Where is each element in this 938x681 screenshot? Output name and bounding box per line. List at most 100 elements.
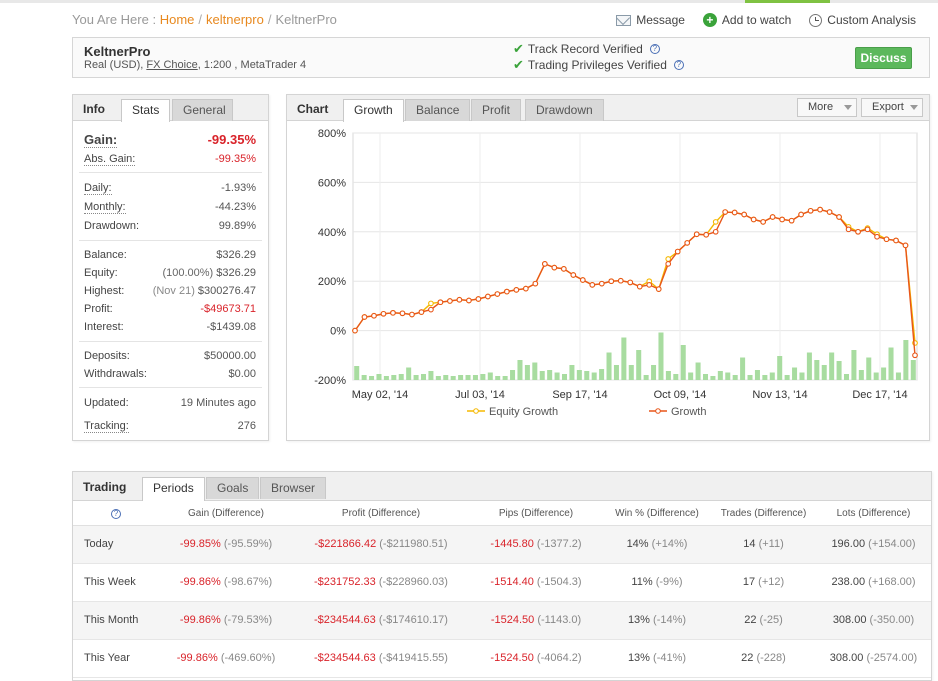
growth-point (617, 277, 624, 284)
growth-point (475, 296, 482, 302)
tab-goals[interactable]: Goals (206, 477, 260, 499)
volume-bar (725, 372, 731, 380)
lots-diff: (-2574.00) (866, 652, 918, 664)
help-header: ? (73, 502, 159, 526)
volume-bar (628, 365, 634, 380)
growth-point (912, 352, 918, 359)
breadcrumb-prefix: You Are Here : (72, 12, 157, 27)
volume-bar (435, 376, 441, 380)
volume-bar (406, 367, 412, 380)
trades-diff: (+11) (758, 538, 784, 550)
trades-value: 22 (744, 614, 757, 626)
volume-bar (665, 371, 671, 380)
trades-cell: 22 (-25) (711, 601, 816, 640)
pips-cell: -1524.50 (-1143.0) (469, 601, 603, 640)
tab-general[interactable]: General (172, 99, 233, 121)
growth-point (646, 282, 653, 288)
discuss-button[interactable]: Discuss (855, 47, 912, 69)
tab-drawdown[interactable]: Drawdown (525, 99, 604, 121)
profit-cell: -$221866.42 (-$211980.51) (293, 525, 469, 564)
trades-cell: 22 (-228) (711, 639, 816, 678)
breadcrumb-user-link[interactable]: keltnerpro (206, 12, 264, 27)
tab-balance[interactable]: Balance (405, 99, 471, 121)
pips-cell: -1445.80 (-1377.2) (469, 525, 603, 564)
growth-point (693, 231, 700, 238)
growth-point (703, 231, 710, 238)
table-row: Today -99.85% (-95.59%) -$221866.42 (-$211… (73, 525, 931, 564)
growth-point (361, 314, 368, 320)
gain-value: -99.86% (179, 576, 221, 588)
help-icon[interactable]: ? (673, 60, 684, 70)
volume-bar (361, 375, 367, 380)
custom-analysis-button[interactable]: Custom Analysis (809, 13, 916, 27)
volume-bar (487, 372, 493, 380)
volume-bar (354, 366, 360, 380)
y-tick-label: 400% (318, 227, 346, 239)
trading-privileges-verified: ✔ Trading Privileges Verified ? (513, 57, 684, 73)
message-button[interactable]: Message (616, 13, 685, 27)
volume-bar (673, 374, 679, 380)
equity-growth-point (712, 219, 719, 225)
tab-periods[interactable]: Periods (142, 477, 205, 501)
volume-bar (369, 376, 375, 380)
add-to-watch-button[interactable]: + Add to watch (702, 13, 791, 27)
volume-bar (836, 361, 842, 380)
interest-row: Interest: -$1439.08 (84, 321, 256, 333)
profit-value: -$234544.63 (314, 652, 376, 664)
withdrawals-value: $0.00 (228, 368, 256, 380)
x-tick-label: Dec 17, '14 (852, 389, 907, 401)
volume-bar (413, 375, 419, 380)
win-cell: 11% (-9%) (603, 563, 711, 602)
volume-bar (569, 365, 575, 380)
help-icon[interactable]: ? (649, 44, 660, 54)
tab-stats[interactable]: Stats (121, 99, 171, 122)
export-dropdown[interactable]: Export (861, 98, 923, 117)
breadcrumb-home-link[interactable]: Home (159, 12, 195, 27)
win-cell: 13% (-14%) (603, 601, 711, 640)
volume-bar (428, 371, 434, 380)
volume-bar (732, 375, 738, 380)
volume-bar (547, 370, 553, 380)
growth-point (522, 285, 529, 292)
profit-cell: -$234544.63 (-$419415.55) (293, 639, 469, 678)
lots-value: 308.00 (829, 652, 864, 664)
growth-point (541, 261, 548, 267)
help-icon[interactable]: ? (111, 508, 121, 519)
abs-gain-value: -99.35% (215, 153, 256, 165)
y-tick-label: 200% (318, 276, 346, 288)
info-tabbar: Info Stats General (73, 95, 268, 122)
more-dropdown[interactable]: More (797, 98, 857, 117)
volume-bar (465, 375, 471, 380)
volume-bar (554, 372, 560, 380)
volume-bar (561, 374, 568, 380)
profit-diff: (-$211980.51) (379, 538, 448, 550)
checkmark-icon: ✔ (513, 57, 524, 72)
growth-chart: 800% 600% 400% 200% 0% -200% May 02, '14 Jul 03… (314, 128, 918, 418)
table-row: This Year -99.86% (-469.60%) -$234544.63 (… (73, 639, 931, 678)
growth-point (456, 296, 463, 303)
profit-cell: -$234544.63 (-$174610.17) (293, 601, 469, 640)
tab-growth[interactable]: Growth (343, 99, 404, 122)
y-tick-label: 0% (330, 326, 346, 338)
growth-point (731, 209, 738, 216)
tab-browser[interactable]: Browser (260, 477, 327, 499)
drawdown-value: 99.89% (218, 220, 256, 232)
broker-link[interactable]: FX Choice (146, 59, 198, 71)
volume-bar (851, 350, 857, 380)
growth-point (504, 288, 510, 295)
plot-area (352, 132, 918, 381)
tab-profit[interactable]: Profit (471, 99, 522, 121)
deposits-row: Deposits: $50000.00 (84, 350, 256, 362)
win-value: 13% (627, 652, 650, 664)
gain-cell: -99.86% (-98.67%) (159, 563, 293, 602)
column-header: Pips (Difference) (469, 502, 603, 526)
growth-point (779, 216, 785, 223)
volume-bar (829, 352, 835, 380)
column-header: Profit (Difference) (293, 502, 469, 526)
volume-bar (495, 376, 501, 380)
volume-bar (762, 375, 768, 380)
growth-point (893, 237, 899, 244)
top-border (0, 0, 938, 3)
growth-point (722, 209, 729, 215)
tracking-label[interactable]: Tracking: (84, 420, 129, 433)
